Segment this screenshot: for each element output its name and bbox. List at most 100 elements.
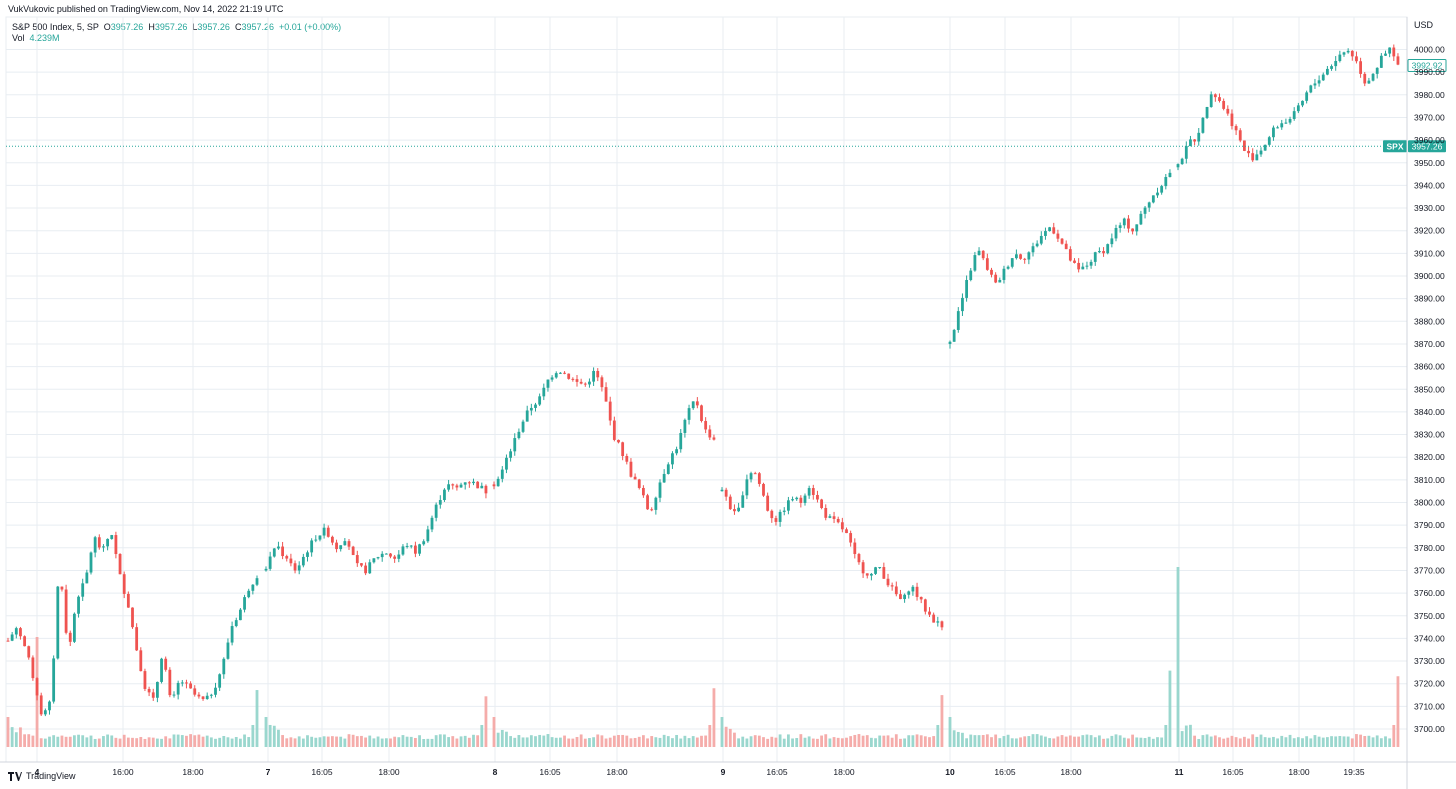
volume-bar [1379, 738, 1383, 747]
volume-bar [268, 724, 272, 747]
candle-body [588, 381, 591, 385]
candle-body [878, 567, 882, 569]
volume-bar [405, 736, 409, 747]
volume-bar [1143, 738, 1147, 747]
candle-body [27, 646, 31, 658]
y-tick-label: 3890.00 [1414, 294, 1445, 304]
volume-bar [297, 736, 301, 747]
volume-bar [339, 736, 343, 747]
candle-body [567, 373, 571, 379]
candle-body [840, 522, 844, 530]
candle-body [865, 573, 869, 576]
volume-bar [894, 734, 898, 747]
candle-body [131, 607, 134, 628]
volume-bar [965, 738, 968, 747]
y-tick-label: 3800.00 [1414, 498, 1445, 508]
candle-body [770, 510, 774, 519]
candle-body [575, 379, 579, 382]
symbol-label[interactable]: S&P 500 Index, 5, SP [12, 22, 99, 32]
volume-bar [68, 736, 72, 747]
volume-bar [1197, 738, 1201, 747]
volume-bar [23, 734, 26, 747]
volume-value: 4.239M [29, 33, 60, 43]
volume-bar [1035, 734, 1039, 747]
low-value: 3957.26 [197, 22, 230, 32]
volume-bar [360, 735, 363, 747]
volume-bar [1330, 736, 1333, 747]
current-price-tag-label: 3957.26 [1412, 141, 1443, 151]
candle-body [380, 553, 384, 558]
volume-bar [147, 737, 151, 747]
candle-body [803, 495, 807, 503]
volume-bar [749, 736, 753, 747]
y-tick-label: 3910.00 [1414, 248, 1445, 258]
candle-body [1350, 50, 1354, 57]
candle-body [426, 529, 430, 542]
candle-body [239, 609, 242, 621]
candle-body [650, 509, 654, 511]
volume-bar [662, 734, 666, 747]
volume-bar [956, 731, 960, 747]
candle-body [799, 497, 803, 503]
candle-body [899, 594, 902, 600]
time-axis[interactable]: 4 16:00 18:00 7 16:05 18:00 8 16:05 18:00 9 16:05 1… [0, 761, 1456, 777]
volume-bars [6, 567, 1400, 747]
candle-body [293, 563, 297, 571]
price-axis[interactable]: USD 3700.00 3710.00 3720.00 3730.00 3740.00 37… [1406, 17, 1445, 789]
volume-bar [596, 734, 600, 747]
candle-body [85, 572, 89, 584]
volume-bar [588, 738, 591, 747]
volume-bar [492, 717, 496, 747]
x-tick-label: 7 [266, 767, 271, 777]
candle-body [1201, 117, 1205, 133]
close-label: C [234, 22, 242, 32]
candle-body [1176, 164, 1180, 168]
candle-body [658, 482, 662, 498]
volume-bar [81, 735, 85, 747]
volume-bar [1338, 736, 1342, 747]
candle-body [608, 401, 612, 421]
volume-bar [903, 738, 906, 747]
candle-body [994, 274, 998, 283]
x-tick-label: 16:05 [1222, 767, 1244, 777]
volume-bar [878, 735, 882, 747]
volume-bar [322, 736, 326, 747]
volume-bar [1226, 737, 1230, 747]
tradingview-logo-icon[interactable] [8, 771, 22, 781]
y-tick-label: 3830.00 [1414, 430, 1445, 440]
volume-bar [351, 734, 355, 747]
candle-body [1060, 238, 1064, 244]
volume-bar [1060, 735, 1064, 747]
volume-bar [409, 736, 413, 747]
candle-body [579, 381, 583, 384]
candle-body [1139, 213, 1143, 225]
candle-body [297, 565, 301, 571]
volume-bar [1077, 736, 1081, 747]
x-tick-label: 18:00 [182, 767, 204, 777]
volume-bar [1031, 734, 1035, 747]
candle-body [189, 683, 192, 689]
candle-body [1035, 243, 1039, 247]
volume-bar [1288, 734, 1292, 747]
volume-bar [122, 734, 126, 747]
volume-bar [1259, 734, 1263, 747]
volume-label[interactable]: Vol [12, 33, 25, 43]
volume-bar [849, 736, 853, 747]
candle-body [476, 481, 480, 489]
candle-body [48, 701, 51, 711]
candle-body [347, 541, 351, 547]
candle-body [384, 553, 388, 555]
volume-bar [97, 738, 101, 747]
candle-body [1056, 233, 1060, 239]
volume-bar [1209, 736, 1213, 747]
candle-body [430, 517, 434, 530]
candle-body [1068, 249, 1072, 261]
ohlc-row: S&P 500 Index, 5, SP O3957.26 H3957.26 L… [12, 22, 341, 33]
volume-bar [579, 734, 583, 747]
volume-bar [1052, 738, 1056, 747]
volume-bar [845, 737, 848, 747]
volume-bar [197, 734, 201, 747]
volume-bar [118, 738, 122, 747]
candle-body [77, 596, 80, 614]
